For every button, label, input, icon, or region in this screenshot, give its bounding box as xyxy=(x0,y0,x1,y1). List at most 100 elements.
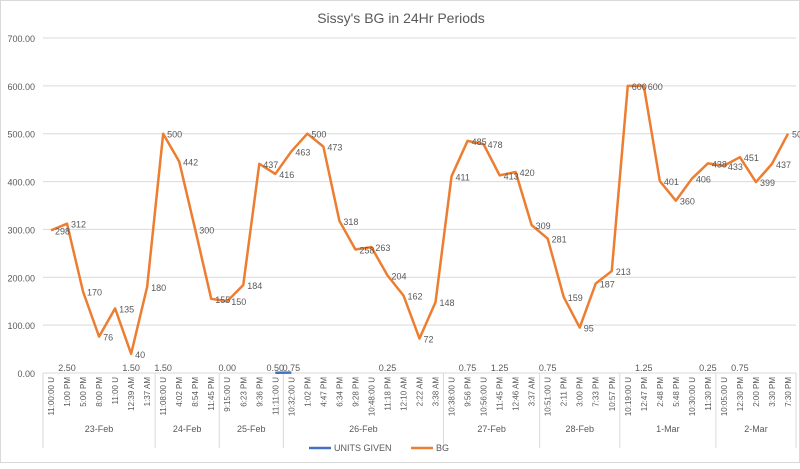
bg-data-label: 298 xyxy=(55,226,70,236)
x-tick-label: 6:34 PM xyxy=(335,377,344,407)
bg-data-label: 437 xyxy=(263,160,278,170)
x-tick-label: 5:48 PM xyxy=(672,377,681,407)
bg-data-label: 309 xyxy=(536,221,551,231)
x-tick-label: 12:47 PM xyxy=(640,377,649,412)
x-group-label: 2-Mar xyxy=(744,424,768,434)
bg-data-label: 263 xyxy=(375,243,390,253)
x-group-label: 1-Mar xyxy=(656,424,680,434)
bg-data-label: 406 xyxy=(696,175,711,185)
x-group-label: 24-Feb xyxy=(173,424,202,434)
x-tick-label: 11:11:00 U xyxy=(271,377,280,415)
x-tick-label: 12:30 PM xyxy=(736,377,745,412)
x-tick-label: 8:54 PM xyxy=(191,377,200,407)
bg-data-label: 159 xyxy=(568,293,583,303)
x-tick-label: 9:15:00 U xyxy=(223,377,232,412)
chart-title: Sissy's BG in 24Hr Periods xyxy=(317,10,485,26)
bg-line xyxy=(51,86,788,354)
x-tick-label: 10:30:00 U xyxy=(688,377,697,416)
bg-data-label: 162 xyxy=(407,291,422,301)
units-data-label: 0.00 xyxy=(218,363,236,373)
x-tick-label: 11:18 PM xyxy=(383,377,392,411)
bg-data-label: 420 xyxy=(520,168,535,178)
x-tick-label: 10:32:00 U xyxy=(287,377,296,416)
bg-data-label: 170 xyxy=(87,288,102,298)
bg-data-label: 312 xyxy=(71,220,86,230)
bg-data-label: 451 xyxy=(744,153,759,163)
units-data-label: 0.75 xyxy=(731,363,749,373)
bg-data-label: 95 xyxy=(584,324,594,334)
y-tick-label: 600.00 xyxy=(7,82,35,92)
bg-data-label: 500 xyxy=(792,130,800,140)
legend-bg-label: BG xyxy=(436,443,449,453)
x-tick-label: 6:23 PM xyxy=(239,377,248,407)
bg-data-label: 600 xyxy=(632,82,647,92)
bg-data-label: 442 xyxy=(183,157,198,167)
bg-data-label: 155 xyxy=(215,295,230,305)
bg-data-label: 300 xyxy=(199,225,214,235)
x-tick-label: 9:28 PM xyxy=(351,377,360,407)
x-tick-label: 7:30 PM xyxy=(784,377,793,407)
y-tick-label: 400.00 xyxy=(7,178,35,188)
units-data-label: 1.50 xyxy=(154,363,172,373)
bg-data-label: 399 xyxy=(760,178,775,188)
x-tick-label: 3:30 PM xyxy=(768,377,777,407)
x-tick-label: 1:37 AM xyxy=(143,377,152,407)
bg-data-label: 360 xyxy=(680,197,695,207)
units-data-label: 0.75 xyxy=(539,363,557,373)
bg-data-label: 438 xyxy=(712,159,727,169)
bg-data-label: 187 xyxy=(600,280,615,290)
x-tick-label: 11:30 PM xyxy=(704,377,713,411)
x-tick-label: 3:37 AM xyxy=(528,377,537,407)
x-tick-label: 2:11 PM xyxy=(560,377,569,407)
x-tick-label: 2:22 AM xyxy=(416,377,425,407)
x-tick-label: 12:46 AM xyxy=(512,377,521,411)
units-data-label: 0.75 xyxy=(283,363,301,373)
bg-data-label: 180 xyxy=(151,283,166,293)
bg-data-label: 40 xyxy=(135,350,145,360)
bg-data-label: 463 xyxy=(295,147,310,157)
x-tick-label: 9:56 PM xyxy=(464,377,473,407)
bg-data-label: 318 xyxy=(343,217,358,227)
bg-data-label: 500 xyxy=(311,130,326,140)
x-tick-label: 10:51:00 U xyxy=(544,377,553,416)
units-data-label: 1.25 xyxy=(635,363,653,373)
x-tick-label: 10:57 PM xyxy=(608,377,617,412)
x-tick-label: 11:45 PM xyxy=(207,377,216,411)
bg-data-label: 213 xyxy=(616,267,631,277)
units-data-label: 0.25 xyxy=(379,363,397,373)
x-tick-label: 12:39 AM xyxy=(127,377,136,411)
x-tick-label: 9:36 PM xyxy=(255,377,264,407)
x-tick-label: 11:45 PM xyxy=(496,377,505,411)
y-tick-label: 500.00 xyxy=(7,130,35,140)
bg-data-label: 437 xyxy=(776,160,791,170)
bg-data-label: 204 xyxy=(391,271,406,281)
x-tick-label: 11:00 U xyxy=(111,377,120,405)
x-tick-label: 2:48 PM xyxy=(656,377,665,407)
x-tick-label: 2:00 PM xyxy=(752,377,761,407)
x-tick-label: 4:02 PM xyxy=(175,377,184,407)
bg-data-label: 433 xyxy=(728,162,743,172)
bg-data-label: 184 xyxy=(247,281,262,291)
bg-data-label: 135 xyxy=(119,304,134,314)
x-tick-label: 10:56:00 U xyxy=(480,377,489,416)
x-tick-label: 10:19:00 U xyxy=(624,377,633,416)
x-tick-label: 7:33 PM xyxy=(592,377,601,407)
bg-data-label: 150 xyxy=(231,297,246,307)
x-group-label: 28-Feb xyxy=(565,424,594,434)
bg-data-label: 478 xyxy=(488,140,503,150)
units-data-label: 0.75 xyxy=(459,363,477,373)
units-data-label: 2.50 xyxy=(58,363,76,373)
x-tick-label: 10:38:00 U xyxy=(448,377,457,416)
x-group-label: 26-Feb xyxy=(349,424,378,434)
x-tick-label: 1:02 PM xyxy=(303,377,312,407)
x-tick-label: 3:38 AM xyxy=(432,377,441,407)
x-group-label: 23-Feb xyxy=(85,424,114,434)
y-tick-label: 300.00 xyxy=(7,225,35,235)
legend-units-label: UNITS GIVEN xyxy=(334,443,392,453)
units-data-label: 0.50 xyxy=(267,363,285,373)
units-data-label: 1.50 xyxy=(122,363,140,373)
y-tick-label: 700.00 xyxy=(7,34,35,44)
x-tick-label: 11:00:00 U xyxy=(47,377,56,416)
